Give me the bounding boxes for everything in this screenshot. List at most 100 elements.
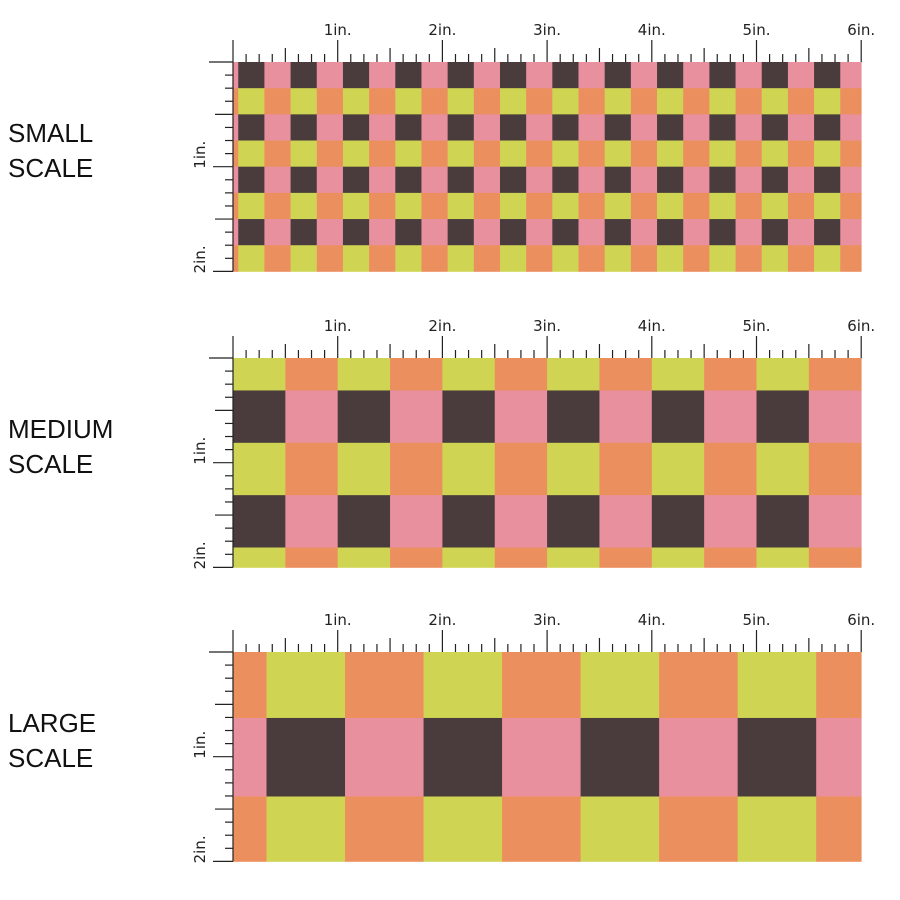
- gingham-cell: [233, 219, 239, 246]
- scale-label: MEDIUM SCALE: [8, 412, 113, 482]
- gingham-cell: [604, 166, 632, 194]
- gingham-cell: [630, 140, 658, 168]
- gingham-cell: [233, 166, 239, 194]
- gingham-cell: [840, 166, 862, 194]
- gingham-cell: [342, 166, 370, 194]
- gingham-cell: [238, 219, 265, 246]
- gingham-cell: [578, 219, 606, 246]
- gingham-cell: [630, 219, 658, 246]
- gingham-cell: [761, 192, 789, 220]
- scale-label-line1: MEDIUM: [8, 414, 114, 444]
- gingham-cell: [369, 245, 396, 272]
- gingham-cell: [787, 140, 815, 168]
- gingham-cell: [494, 547, 548, 568]
- horizontal-ruler: [232, 336, 862, 358]
- gingham-cell: [264, 140, 291, 168]
- gingham-cell: [814, 219, 841, 246]
- gingham-cell: [342, 88, 370, 115]
- scale-label-line2: SCALE: [8, 743, 94, 773]
- ruler-label: 1in.: [191, 141, 209, 169]
- gingham-cell: [840, 245, 862, 272]
- large-scale-section: LARGE SCALE 1in. 2in. 3in. 4in. 5in. 6in. 1in.…: [0, 590, 900, 890]
- gingham-cell: [290, 62, 318, 89]
- gingham-cell: [494, 495, 548, 548]
- ruler-label: 3in.: [533, 317, 561, 335]
- gingham-cell: [421, 114, 449, 141]
- gingham-cell: [552, 245, 579, 272]
- gingham-cell: [473, 245, 501, 272]
- gingham-cell: [233, 88, 239, 115]
- gingham-cell: [316, 140, 344, 168]
- gingham-cell: [316, 219, 344, 246]
- gingham-cell: [683, 88, 710, 115]
- gingham-cell: [709, 166, 736, 194]
- ruler-label: 5in.: [743, 21, 771, 39]
- gingham-cell: [657, 114, 684, 141]
- gingham-cell: [737, 717, 817, 797]
- gingham-cell: [423, 796, 503, 862]
- gingham-cell: [659, 796, 739, 862]
- gingham-cell: [390, 390, 443, 444]
- gingham-cell: [238, 140, 265, 168]
- gingham-cell: [473, 62, 501, 89]
- gingham-cell: [499, 166, 527, 194]
- ruler-label: 2in.: [191, 245, 209, 273]
- gingham-cell: [735, 88, 763, 115]
- ruler-label: 4in.: [638, 317, 666, 335]
- gingham-cell: [599, 495, 653, 548]
- gingham-cell: [840, 192, 862, 220]
- gingham-cell: [840, 140, 862, 168]
- gingham-cell: [547, 547, 600, 568]
- gingham-cell: [499, 192, 527, 220]
- gingham-grid: [233, 62, 862, 272]
- gingham-cell: [630, 166, 658, 194]
- gingham-cell: [473, 114, 501, 141]
- gingham-cell: [316, 88, 344, 115]
- pattern-swatch: 1in. 2in. 3in. 4in. 5in. 6in. 1in. 2in.: [191, 21, 875, 273]
- pattern-swatch: 1in. 2in. 3in. 4in. 5in. 6in. 1in. 2in.: [191, 317, 875, 569]
- ruler-label: 6in.: [847, 21, 875, 39]
- ruler-label: 6in.: [847, 317, 875, 335]
- gingham-cell: [238, 166, 265, 194]
- vertical-ruler: [209, 61, 234, 272]
- gingham-cell: [552, 219, 579, 246]
- ruler-label: 1in.: [324, 317, 352, 335]
- gingham-cell: [494, 390, 548, 444]
- gingham-cell: [657, 166, 684, 194]
- gingham-cell: [337, 495, 391, 548]
- gingham-cell: [526, 140, 553, 168]
- gingham-cell: [630, 114, 658, 141]
- gingham-cell: [657, 62, 684, 89]
- gingham-cell: [526, 114, 553, 141]
- gingham-cell: [395, 62, 422, 89]
- gingham-cell: [337, 390, 391, 444]
- gingham-cell: [683, 62, 710, 89]
- gingham-cell: [421, 245, 449, 272]
- horizontal-ruler: [232, 40, 862, 62]
- gingham-cell: [580, 796, 660, 862]
- gingham-cell: [423, 717, 503, 797]
- gingham-cell: [345, 652, 424, 719]
- gingham-cell: [369, 192, 396, 220]
- gingham-cell: [423, 652, 503, 719]
- gingham-cell: [683, 245, 710, 272]
- gingham-cell: [683, 114, 710, 141]
- gingham-cell: [395, 245, 422, 272]
- gingham-cell: [473, 140, 501, 168]
- gingham-cell: [264, 219, 291, 246]
- gingham-cell: [369, 219, 396, 246]
- gingham-cell: [787, 114, 815, 141]
- gingham-cell: [735, 62, 763, 89]
- gingham-cell: [238, 62, 265, 89]
- gingham-cell: [735, 245, 763, 272]
- gingham-cell: [342, 245, 370, 272]
- gingham-cell: [709, 114, 736, 141]
- ruler-label: 2in.: [191, 835, 209, 863]
- gingham-cell: [814, 114, 841, 141]
- gingham-cell: [704, 547, 757, 568]
- gingham-cell: [233, 245, 239, 272]
- gingham-cell: [473, 88, 501, 115]
- gingham-cell: [808, 390, 862, 444]
- gingham-cell: [473, 192, 501, 220]
- gingham-cell: [421, 219, 449, 246]
